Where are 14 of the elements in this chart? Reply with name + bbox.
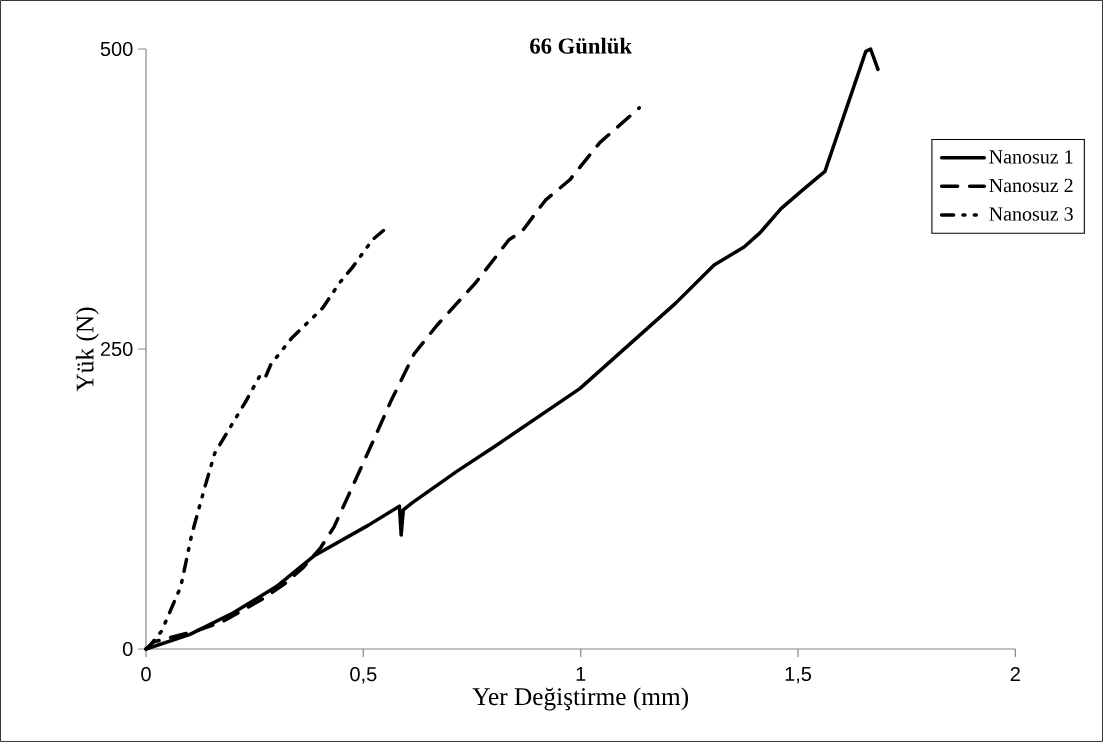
x-tick-label: 1,5 xyxy=(785,667,812,684)
y-axis-title: Yük (N) xyxy=(75,307,99,392)
y-tick-label: 0 xyxy=(122,641,133,657)
x-tick-label: 0,5 xyxy=(350,667,377,684)
y-tick-label: 500 xyxy=(100,41,133,57)
x-tick-label: 1 xyxy=(576,667,586,681)
x-tick-label: 2 xyxy=(1010,667,1020,681)
y-tick-label: 250 xyxy=(100,341,133,357)
legend-label: Nanosuz 2 xyxy=(989,178,1073,193)
x-tick-label: 0 xyxy=(141,667,151,682)
legend-label: Nanosuz 1 xyxy=(989,150,1073,164)
x-axis-title: Yer Değiştirme (mm) xyxy=(472,687,689,711)
legend-label: Nanosuz 3 xyxy=(989,207,1073,221)
chart-title: 66 Günlük xyxy=(530,37,632,54)
